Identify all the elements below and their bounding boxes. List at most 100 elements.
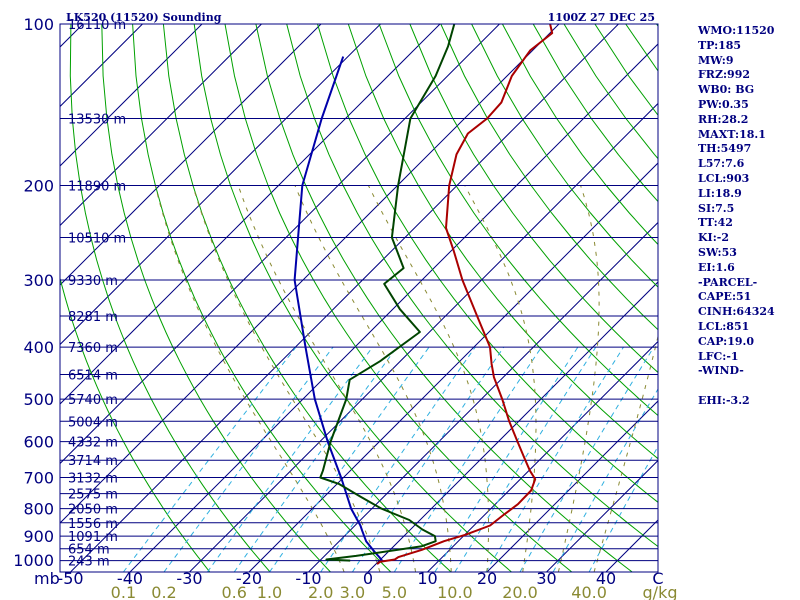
temperature-unit-label: C — [652, 569, 663, 588]
moist-adiabat-line — [464, 185, 537, 572]
stability-indices-panel: WMO:11520 TP:185 MW:9 FRZ:992 WB0: BG PW:0.35… — [698, 24, 775, 409]
dry-adiabat-line — [60, 276, 211, 572]
isotherm-line — [248, 162, 658, 572]
height-label: 5740 m — [68, 393, 118, 408]
isotherm-line — [70, 24, 619, 572]
isotherm-line — [546, 459, 658, 572]
temperature-tick-label: 30 — [536, 569, 556, 588]
height-label: 243 m — [68, 555, 110, 570]
temperature-tick-label: -20 — [236, 569, 262, 588]
isotherm-line — [60, 24, 203, 167]
plot-background — [60, 24, 658, 572]
mixing-ratio-line — [163, 346, 334, 572]
mixing-ratio-tick-label: 40.0 — [571, 583, 607, 600]
index-item: MAXT:18.1 — [698, 127, 766, 141]
dry-adiabat-line — [132, 24, 392, 572]
mixing-ratio-tick-label: 0.6 — [221, 583, 246, 600]
index-item: FRZ:992 — [698, 68, 751, 82]
isotherm-line — [0, 24, 24, 572]
index-item: SI:7.5 — [698, 201, 735, 215]
height-label: 5004 m — [68, 415, 118, 430]
mixing-ratio-tick-label: 20.0 — [502, 583, 538, 600]
mixing-ratio-line — [233, 346, 398, 572]
index-item: TP:185 — [698, 38, 742, 52]
height-label: 8281 m — [68, 310, 118, 325]
mixing-ratio-line — [206, 346, 374, 572]
temperature-tick-label: -50 — [57, 569, 83, 588]
mixing-ratio-line — [320, 346, 476, 572]
temperature-tick-label: 20 — [477, 569, 497, 588]
moist-adiabat-line — [557, 185, 600, 572]
isotherm-line — [60, 24, 560, 524]
index-item: CAPE:51 — [698, 290, 752, 304]
pressure-tick-label: 600 — [23, 433, 54, 452]
isotherm-line — [129, 43, 658, 572]
temperature-tick-label: -30 — [176, 569, 202, 588]
index-item: PW:0.35 — [698, 97, 749, 111]
index-item: WMO:11520 — [698, 24, 775, 37]
index-item: EHI:-3.2 — [698, 393, 750, 407]
height-label: 1091 m — [68, 530, 118, 545]
index-item: LI:18.9 — [698, 186, 742, 200]
station-title: LK520 (11520) Sounding — [66, 11, 222, 24]
index-item: WB0: BG — [698, 83, 755, 97]
isotherm-line — [60, 24, 441, 405]
height-label: 1556 m — [68, 517, 118, 532]
dry-adiabat-line — [471, 24, 658, 288]
plot-frame — [59, 23, 659, 573]
temperature-tick-label: 10 — [417, 569, 437, 588]
dry-adiabat-line — [378, 24, 658, 417]
isotherm-line — [427, 340, 658, 572]
sounding-profiles — [293, 24, 554, 565]
pressure-tick-label: 300 — [23, 271, 54, 290]
moist-adiabat-line — [367, 185, 490, 572]
mixing-ratio-tick-label: 0.1 — [111, 583, 136, 600]
index-item: -PARCEL- — [698, 275, 758, 289]
mixing-ratio-line — [552, 388, 658, 572]
pressure-tick-label: 700 — [23, 469, 54, 488]
mixing-ratio-unit-label: g/kg — [643, 583, 678, 600]
mixing-ratio-tick-label: 3.0 — [340, 583, 365, 600]
dry-adiabat-line — [347, 24, 658, 460]
index-item: RH:28.2 — [698, 112, 749, 126]
temperature-tick-label: 0 — [363, 569, 373, 588]
index-item: LCL:903 — [698, 171, 750, 185]
isobar-lines — [60, 23, 658, 562]
index-item: EI:1.6 — [698, 260, 735, 274]
isotherm-line — [367, 281, 658, 572]
height-label: 16110 m — [68, 18, 126, 33]
index-item: CINH:64324 — [698, 305, 775, 319]
height-label: 6514 m — [68, 369, 118, 384]
dry-adiabat-line — [409, 24, 658, 374]
isotherm-line — [60, 24, 500, 465]
height-label: 654 m — [68, 543, 110, 558]
index-item: LFC:-1 — [698, 349, 739, 363]
temperature-tick-label: 40 — [596, 569, 616, 588]
temperature-tick-label: -40 — [117, 569, 143, 588]
mixing-ratio-tick-label: 1.0 — [257, 583, 282, 600]
moist-adiabat-line — [237, 185, 417, 572]
pressure-tick-label: 800 — [23, 500, 54, 519]
index-item — [698, 379, 775, 394]
mixing-ratio-line — [454, 346, 597, 572]
background-grid — [0, 24, 658, 572]
dry-adiabat-line — [440, 24, 658, 331]
mixing-ratio-tick-label: 5.0 — [382, 583, 407, 600]
index-item: SW:53 — [698, 245, 737, 259]
height-label: 7360 m — [68, 341, 118, 356]
height-label: 2050 m — [68, 503, 118, 518]
height-label: 10510 m — [68, 232, 126, 247]
isotherm-line — [60, 24, 262, 227]
pressure-unit-label: mb — [34, 569, 60, 588]
height-label: 4332 m — [68, 436, 118, 451]
height-label: 9330 m — [68, 274, 118, 289]
index-item: CAP:19.0 — [698, 334, 755, 348]
dry-adiabat-line — [286, 24, 658, 548]
dry-adiabat-line — [317, 24, 658, 503]
moist-adiabat-line — [192, 185, 381, 572]
height-label: 13530 m — [68, 113, 126, 128]
sounding-datetime: 1100Z 27 DEC 25 — [548, 11, 655, 24]
isotherm-line — [60, 24, 381, 346]
mixing-ratio-line — [434, 346, 579, 572]
